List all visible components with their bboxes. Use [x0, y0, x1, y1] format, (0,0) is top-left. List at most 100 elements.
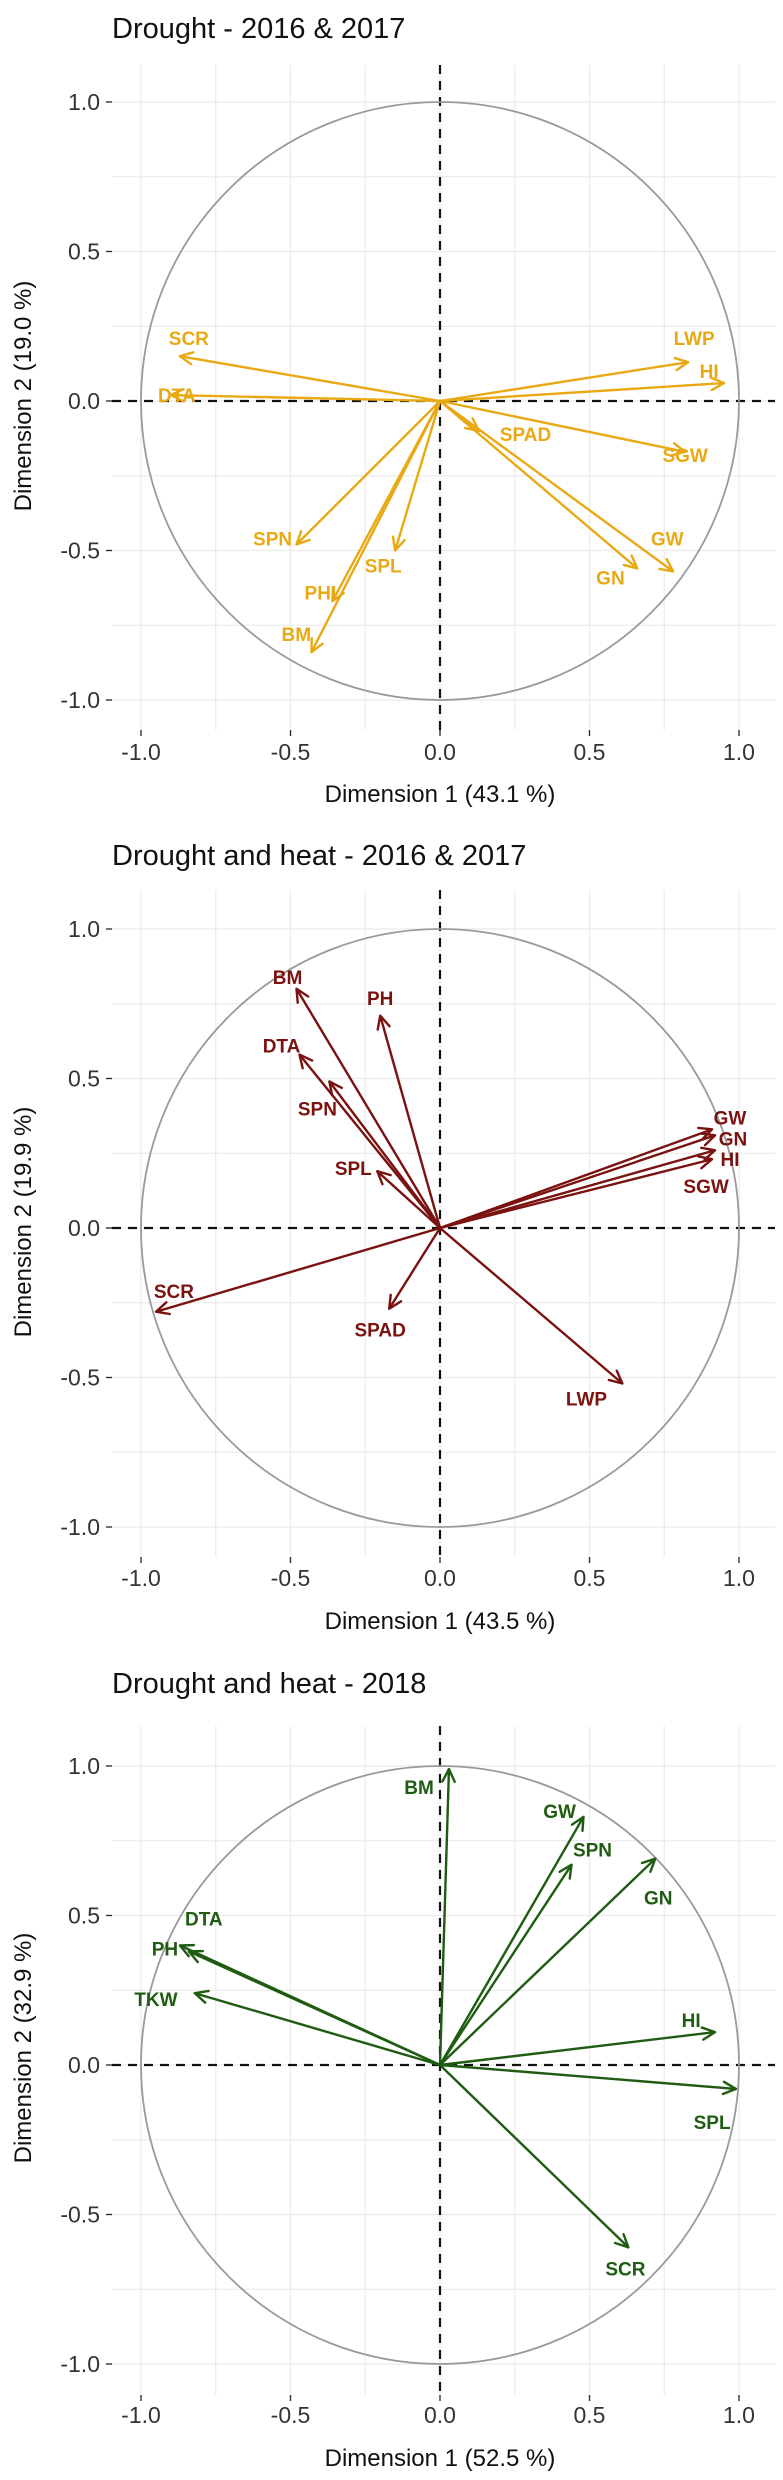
- vector-spn: SPN: [253, 400, 441, 551]
- y-tick-label: 0.0: [68, 2052, 100, 2078]
- vector-bm: BM: [404, 1767, 456, 2066]
- y-tick-label: 1.0: [68, 89, 100, 115]
- x-tick-label: 0.5: [574, 1565, 606, 1591]
- vector-label: HI: [682, 2011, 701, 2032]
- vector-label: BM: [282, 625, 312, 646]
- vector-arrow-line: [328, 1080, 441, 1229]
- vector-arrow-head: [376, 1169, 392, 1186]
- y-tick-label: -1.0: [60, 2351, 100, 2377]
- x-tick-label: 1.0: [723, 739, 755, 765]
- vector-spn: SPN: [298, 1080, 441, 1229]
- vector-spl: SPL: [365, 400, 442, 577]
- vector-label: GW: [714, 1108, 747, 1129]
- x-tick-label: -1.0: [121, 1565, 161, 1591]
- vector-arrow-head: [169, 388, 185, 403]
- y-axis-label: Dimension 2 (19.9 %): [10, 1107, 37, 1338]
- vector-label: SCR: [169, 329, 209, 350]
- x-tick-label: 1.0: [723, 1565, 755, 1591]
- vector-arrow-head: [178, 1943, 196, 1958]
- vector-gn: GN: [439, 1129, 748, 1230]
- pca-chart-1: Drought - 2016 & 2017 -1.0 -0.5 0.0 0.5 1.0 …: [10, 13, 775, 808]
- vector-label: HI: [721, 1150, 740, 1171]
- vector-arrow-line: [170, 393, 441, 403]
- vector-hi: HI: [439, 1146, 740, 1230]
- vector-arrow-line: [179, 354, 441, 403]
- vector-arrow-head: [640, 1857, 657, 1874]
- vector-label: DTA: [185, 1909, 223, 1930]
- vector-gw: GW: [438, 1802, 585, 2066]
- y-tick-label: -1.0: [60, 687, 100, 713]
- vector-scr: SCR: [154, 1226, 441, 1316]
- vector-arrow-line: [438, 1816, 585, 2066]
- vector-arrow-line: [439, 360, 689, 403]
- vector-label: GW: [543, 1802, 576, 1823]
- vector-label: SPAD: [355, 1321, 406, 1342]
- vector-gn: GN: [439, 400, 639, 589]
- y-tick-label: -0.5: [60, 538, 100, 564]
- vector-arrow-head: [391, 535, 406, 552]
- vector-gn: GN: [439, 1857, 673, 2066]
- y-tick-label: 1.0: [68, 916, 100, 942]
- x-tick-label: -1.0: [121, 739, 161, 765]
- vector-label: SPN: [298, 1099, 337, 1120]
- vector-label: SGW: [662, 446, 707, 467]
- vector-dta: DTA: [158, 386, 441, 407]
- x-tick-label: 0.5: [574, 2402, 606, 2428]
- vector-spad: SPAD: [355, 1227, 442, 1342]
- vector-label: PH: [367, 989, 393, 1010]
- vector-gw: GW: [439, 400, 684, 573]
- vector-label: PH: [152, 1939, 178, 1960]
- vector-lwp: LWP: [439, 329, 715, 403]
- x-tick-label: 0.0: [424, 1565, 456, 1591]
- y-tick-label: 0.0: [68, 1215, 100, 1241]
- vector-arrow-line: [310, 400, 442, 653]
- y-tick-label: 0.0: [68, 388, 100, 414]
- x-tick-label: -0.5: [271, 2402, 311, 2428]
- vector-scr: SCR: [439, 2064, 646, 2280]
- vector-arrow-head: [709, 376, 726, 392]
- x-tick-label: 0.0: [424, 739, 456, 765]
- vector-arrow-line: [155, 1226, 441, 1313]
- vector-label: TKW: [134, 1990, 177, 2011]
- y-tick-label: 0.5: [68, 239, 100, 265]
- vector-label: SCR: [605, 2259, 645, 2280]
- vector-arrow-line: [298, 1053, 441, 1229]
- vector-arrow-head: [670, 442, 687, 457]
- vector-arrow-head: [154, 1301, 171, 1316]
- vector-arrow-head: [613, 2233, 630, 2249]
- chart-title: Drought and heat - 2016 & 2017: [112, 840, 526, 872]
- vector-arrow-line: [439, 2063, 737, 2091]
- vector-label: DTA: [158, 386, 196, 407]
- vector-sgw: SGW: [439, 1155, 729, 1230]
- vector-bm: BM: [273, 968, 442, 1229]
- vector-spl: SPL: [335, 1159, 441, 1229]
- vector-label: DTA: [263, 1037, 301, 1058]
- vector-label: PHI: [305, 583, 337, 604]
- vector-arrow-head: [570, 1815, 585, 1832]
- vector-arrow-line: [194, 1992, 441, 2067]
- vector-arrow-line: [438, 1864, 573, 2066]
- vector-dta: DTA: [185, 1909, 441, 2067]
- vector-arrow-head: [295, 987, 310, 1004]
- vector-label: SGW: [683, 1177, 728, 1198]
- x-tick-label: -0.5: [271, 739, 311, 765]
- vector-bm: BM: [282, 400, 442, 654]
- y-tick-label: -0.5: [60, 2202, 100, 2228]
- vector-label: GN: [644, 1889, 673, 1910]
- vector-arrow-line: [439, 1227, 624, 1385]
- vector-arrow-line: [439, 1857, 657, 2066]
- vector-arrow-head: [673, 356, 690, 372]
- x-tick-label: 1.0: [723, 2402, 755, 2428]
- vector-arrow-line: [379, 1015, 442, 1229]
- correlation-circle: [140, 101, 740, 701]
- vector-arrow-line: [438, 1768, 451, 2066]
- y-tick-label: 0.5: [68, 1066, 100, 1092]
- vector-arrow-line: [439, 400, 674, 573]
- y-axis-label: Dimension 2 (32.9 %): [10, 1933, 37, 2164]
- vector-arrow-line: [388, 1227, 442, 1310]
- correlation-circle: [140, 1765, 740, 2365]
- pca-chart-3: Drought and heat - 2018 -1.0 -0.5 0.0 0.5 1.…: [10, 1668, 775, 2472]
- vector-label: GN: [719, 1129, 748, 1150]
- vector-arrow-head: [558, 1863, 573, 1880]
- x-axis-label: Dimension 1 (52.5 %): [325, 2445, 556, 2472]
